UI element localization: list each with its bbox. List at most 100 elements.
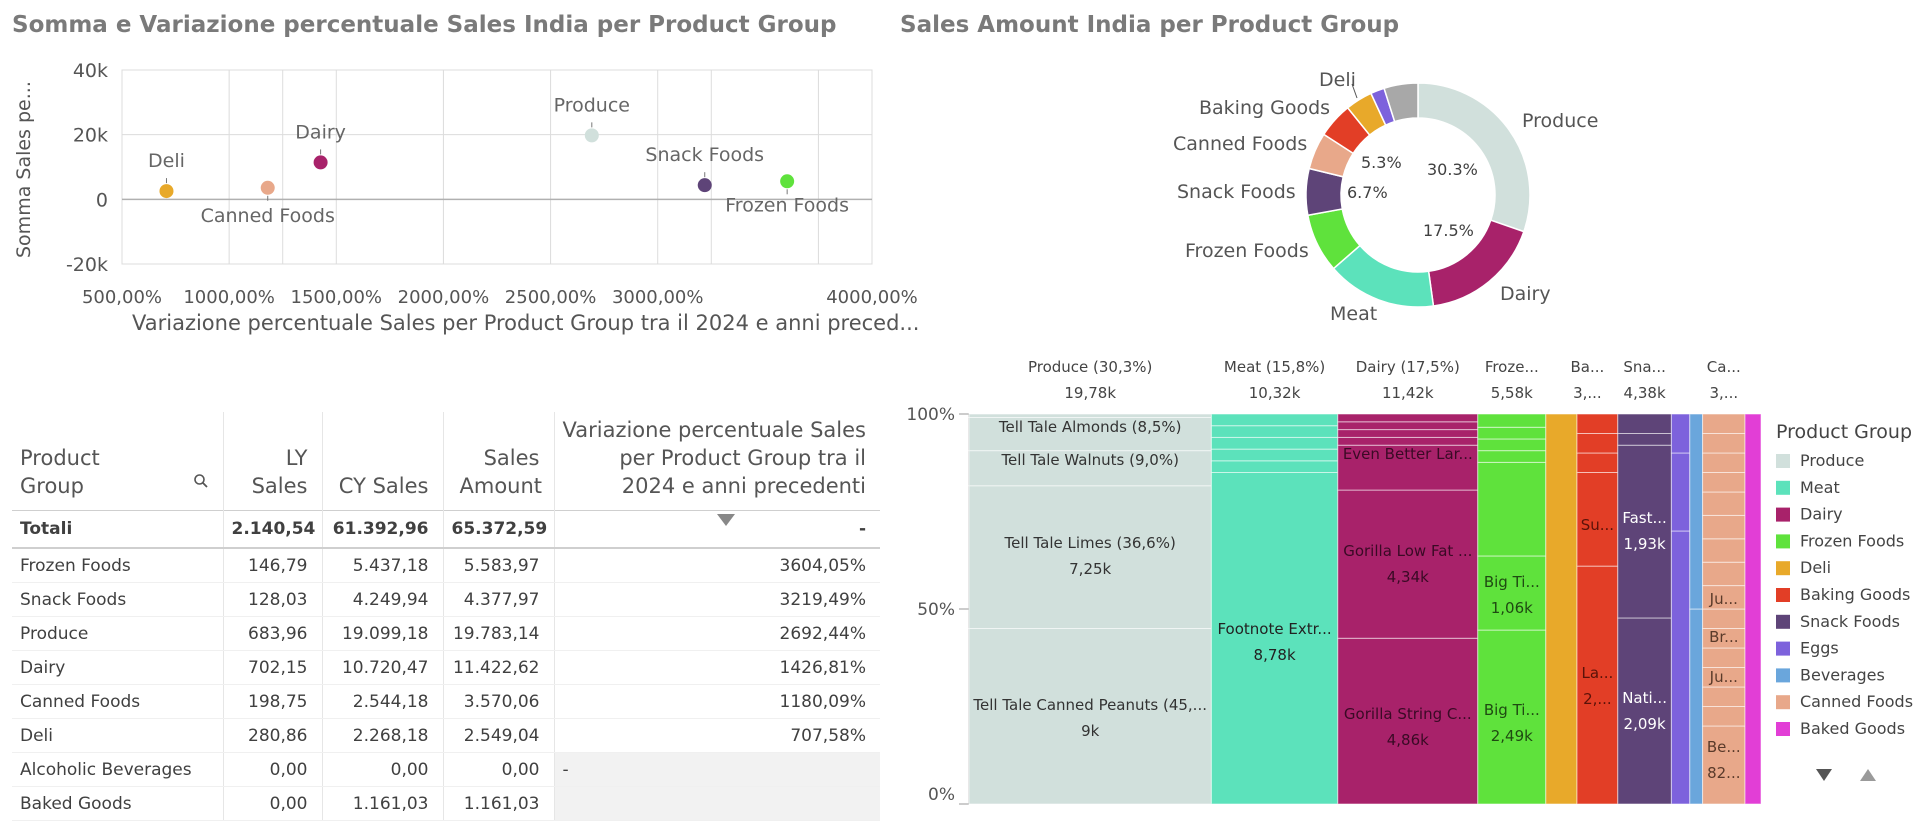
- mekko-col-header-name: Ba...: [1571, 358, 1605, 376]
- mekko-segment-meat[interactable]: [1210, 472, 1339, 805]
- mekko-segment-meat[interactable]: [1210, 460, 1339, 473]
- scatter-point-frozen-foods[interactable]: [780, 174, 795, 189]
- mekko-segment-dairy[interactable]: [1337, 413, 1479, 423]
- mekko-cell-label: 4,86k: [1387, 731, 1429, 749]
- table-row[interactable]: Produce 683,96 19.099,18 19.783,14 2692,44%: [12, 616, 880, 651]
- mekko-segment-dairy[interactable]: [1337, 429, 1479, 438]
- mekko-segment-beverages[interactable]: [1689, 413, 1704, 610]
- mekko-bars[interactable]: [968, 413, 1762, 805]
- totals-row: Totali 2.140,54 61.392,96 65.372,59 -: [12, 510, 880, 549]
- legend-item-frozen-foods[interactable]: Frozen Foods: [1800, 531, 1904, 550]
- col-header-product-group[interactable]: Product Group: [12, 412, 224, 511]
- sort-descending-indicator-icon[interactable]: [717, 514, 735, 526]
- col-header-sales-amount[interactable]: Sales Amount: [443, 412, 555, 511]
- donut-label-deli: Deli: [1319, 69, 1356, 91]
- legend-item-snack-foods[interactable]: Snack Foods: [1800, 612, 1900, 631]
- mekko-segment-canned-foods[interactable]: [1702, 433, 1746, 454]
- mekko-segment-canned-foods[interactable]: [1702, 413, 1746, 434]
- legend-item-meat[interactable]: Meat: [1800, 478, 1840, 497]
- mekko-segment-snack-foods[interactable]: [1617, 617, 1672, 805]
- legend-item-deli[interactable]: Deli: [1800, 558, 1831, 577]
- mekko-segment-baking-goods[interactable]: [1576, 413, 1619, 434]
- mekko-segment-meat[interactable]: [1210, 448, 1339, 462]
- search-icon[interactable]: [193, 468, 209, 496]
- mekko-segment-baking-goods[interactable]: [1576, 452, 1619, 473]
- mekko-segment-meat[interactable]: [1210, 413, 1339, 427]
- cell-cy-sales: 10.720,47: [322, 650, 444, 685]
- mekko-segment-dairy[interactable]: [1337, 489, 1479, 639]
- mekko-segment-baking-goods[interactable]: [1576, 472, 1619, 567]
- mekko-segment-snack-foods[interactable]: [1617, 413, 1672, 434]
- table-row[interactable]: Canned Foods 198,75 2.544,18 3.570,06 1180,0…: [12, 684, 880, 719]
- legend-item-beverages[interactable]: Beverages: [1800, 665, 1885, 684]
- donut-slices[interactable]: [1305, 82, 1531, 308]
- mekko-segment-canned-foods[interactable]: [1702, 608, 1746, 629]
- legend-item-canned-foods[interactable]: Canned Foods: [1800, 692, 1913, 711]
- mekko-segment-meat[interactable]: [1210, 425, 1339, 438]
- mekko-segment-frozen-foods[interactable]: [1477, 629, 1547, 805]
- mekko-segment-beverages[interactable]: [1689, 608, 1704, 805]
- legend-item-produce[interactable]: Produce: [1800, 451, 1864, 470]
- mekko-segment-canned-foods[interactable]: [1702, 706, 1746, 727]
- mekko-segment-frozen-foods[interactable]: [1477, 413, 1547, 428]
- table-row[interactable]: Snack Foods 128,03 4.249,94 4.377,97 3219,49…: [12, 582, 880, 617]
- mekko-segment-produce[interactable]: [968, 413, 1212, 419]
- x-tick-label: 4000,00%: [826, 287, 918, 308]
- mekko-segment-deli[interactable]: [1545, 413, 1578, 805]
- scatter-chart[interactable]: 40k 20k 0 -20k 500,00% 1000,00% 1500,00% 2000,…: [0, 0, 919, 360]
- mekko-segment-canned-foods[interactable]: [1702, 452, 1746, 473]
- mekko-legend[interactable]: Product Group Produce Meat Dairy Frozen Foo…: [1776, 421, 1913, 738]
- table-row[interactable]: Dairy 702,15 10.720,47 11.422,62 1426,81%: [12, 650, 880, 685]
- mekko-segment-produce[interactable]: [968, 417, 1212, 452]
- donut-chart[interactable]: Produce Dairy Meat Frozen Foods Snack Fo…: [0, 0, 1920, 360]
- mekko-segment-frozen-foods[interactable]: [1477, 450, 1547, 463]
- scatter-point-canned-foods[interactable]: [260, 180, 275, 195]
- scatter-point-snack-foods[interactable]: [697, 178, 712, 193]
- mekko-segment-canned-foods[interactable]: [1702, 686, 1746, 707]
- scatter-point-dairy[interactable]: [313, 155, 328, 170]
- mekko-segment-produce[interactable]: [968, 485, 1212, 630]
- donut-slice-other-9[interactable]: [1383, 82, 1419, 123]
- legend-item-baking-goods[interactable]: Baking Goods: [1800, 585, 1910, 604]
- mekko-segment-canned-foods[interactable]: [1702, 491, 1746, 516]
- legend-scroll-down-icon[interactable]: [1816, 769, 1832, 781]
- mekko-segment-frozen-foods[interactable]: [1477, 438, 1547, 452]
- mekko-segment-dairy[interactable]: [1337, 444, 1479, 491]
- mekko-segment-snack-foods[interactable]: [1617, 433, 1672, 446]
- mekko-segment-frozen-foods[interactable]: [1477, 461, 1547, 557]
- mekko-segment-eggs[interactable]: [1670, 413, 1691, 454]
- col-header-variation[interactable]: Variazione percentuale Sales per Product…: [554, 412, 880, 511]
- mekko-segment-canned-foods[interactable]: [1702, 514, 1746, 540]
- mekko-segment-produce[interactable]: [968, 628, 1212, 805]
- mekko-segment-frozen-foods[interactable]: [1477, 555, 1547, 631]
- mekko-segment-canned-foods[interactable]: [1702, 472, 1746, 493]
- col-header-cy-sales[interactable]: CY Sales: [322, 412, 444, 511]
- mekko-segment-baking-goods[interactable]: [1576, 433, 1619, 454]
- col-header-ly-sales[interactable]: LY Sales: [223, 412, 323, 511]
- mekko-segment-dairy[interactable]: [1337, 637, 1479, 805]
- scatter-points[interactable]: Deli Canned Foods Dairy Produce Snack Foods F…: [148, 94, 849, 226]
- mekko-segment-baked-goods[interactable]: [1744, 413, 1762, 805]
- scatter-point-produce[interactable]: [584, 128, 599, 143]
- legend-item-baked-goods[interactable]: Baked Goods: [1800, 719, 1905, 738]
- mekko-segment-canned-foods[interactable]: [1702, 561, 1746, 587]
- mekko-segment-dairy[interactable]: [1337, 421, 1479, 431]
- mekko-segment-frozen-foods[interactable]: [1477, 426, 1547, 440]
- mekko-segment-baking-goods[interactable]: [1576, 565, 1619, 805]
- table-row[interactable]: Deli 280,86 2.268,18 2.549,04 707,58%: [12, 718, 880, 753]
- table-row[interactable]: Frozen Foods 146,79 5.437,18 5.583,97 3604,0…: [12, 548, 880, 583]
- cell-variation: 2692,44%: [554, 616, 880, 651]
- mekko-segment-canned-foods[interactable]: [1702, 538, 1746, 563]
- mekko-segment-eggs[interactable]: [1670, 452, 1691, 532]
- mekko-segment-canned-foods[interactable]: [1702, 725, 1746, 805]
- mekko-segment-meat[interactable]: [1210, 436, 1339, 450]
- mekko-segment-canned-foods[interactable]: [1702, 647, 1746, 668]
- table-row[interactable]: Alcoholic Beverages 0,00 0,00 0,00-: [12, 752, 880, 787]
- legend-scroll-up-icon[interactable]: [1860, 769, 1876, 781]
- legend-item-eggs[interactable]: Eggs: [1800, 639, 1839, 658]
- scatter-point-deli[interactable]: [159, 184, 174, 199]
- mekko-segment-eggs[interactable]: [1670, 530, 1691, 805]
- legend-item-dairy[interactable]: Dairy: [1800, 505, 1843, 524]
- mekko-segment-snack-foods[interactable]: [1617, 444, 1672, 619]
